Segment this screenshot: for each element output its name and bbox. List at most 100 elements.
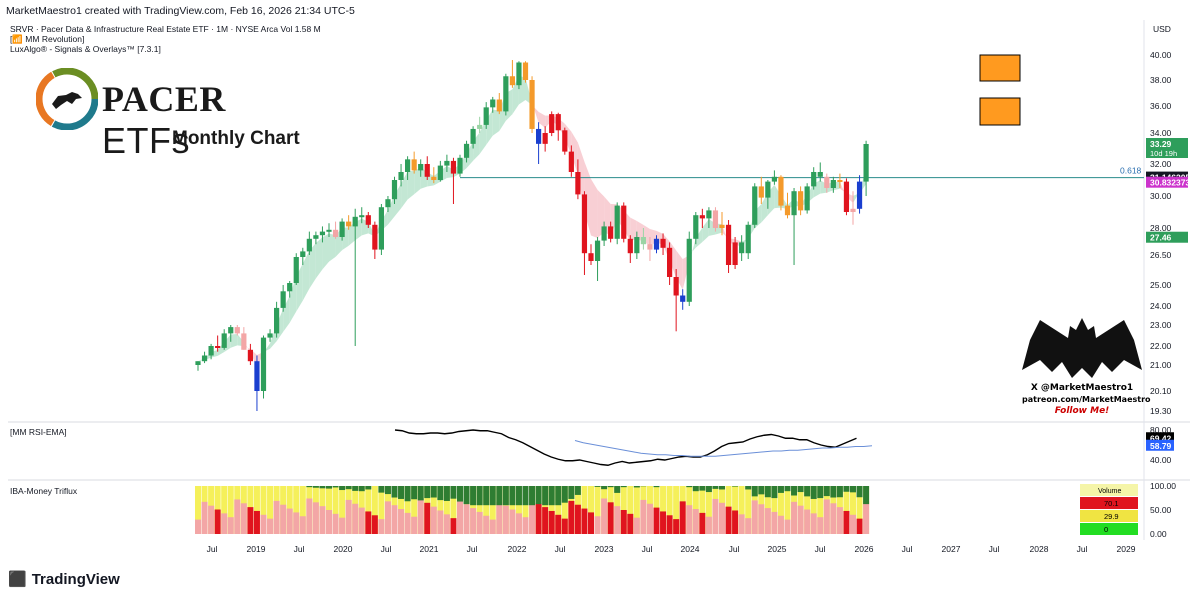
- candle-body: [837, 180, 843, 182]
- candle-body: [391, 180, 398, 200]
- triflux-red: [470, 508, 477, 534]
- triflux-green: [804, 486, 811, 497]
- triflux-tick: 50.00: [1150, 505, 1172, 515]
- time-tick: 2023: [595, 544, 614, 554]
- triflux-yellow: [561, 486, 568, 534]
- triflux-red: [542, 507, 549, 534]
- candle: [817, 162, 823, 182]
- triflux-green: [791, 486, 798, 496]
- candle-body: [673, 277, 679, 296]
- candle: [346, 215, 352, 230]
- triflux-yellow: [810, 486, 817, 534]
- ribbon-segment: [322, 233, 329, 270]
- candle: [653, 235, 660, 254]
- ribbon-segment: [283, 295, 290, 332]
- time-tick: Jul: [642, 544, 653, 554]
- triflux-red: [614, 506, 621, 534]
- ribbon-segment: [636, 220, 644, 242]
- triflux-red: [443, 514, 450, 534]
- candle-body: [516, 62, 522, 86]
- triflux-red: [660, 511, 667, 534]
- time-tick: 2026: [855, 544, 874, 554]
- triflux-red: [201, 501, 208, 534]
- candle: [260, 335, 267, 399]
- triflux-green: [823, 486, 830, 497]
- candle-body: [254, 361, 260, 391]
- candle-body: [575, 172, 581, 195]
- triflux-legend-cell: [1080, 510, 1138, 522]
- tradingview-logo[interactable]: ⬛ TradingView: [8, 571, 120, 588]
- pacer-logo: PACER ETFs: [36, 68, 308, 161]
- candle-body: [536, 128, 542, 144]
- candle-body: [634, 237, 640, 254]
- candle: [673, 269, 679, 332]
- triflux-red: [391, 505, 398, 534]
- rsi-pane-label[interactable]: [MM RSI-EMA]: [10, 427, 67, 437]
- candle-body: [758, 186, 764, 198]
- candle-body: [791, 191, 797, 216]
- triflux-yellow: [850, 486, 856, 534]
- candle: [542, 126, 548, 152]
- triflux-red: [601, 498, 608, 534]
- candle-body: [477, 124, 483, 129]
- ribbon-segment: [230, 333, 238, 348]
- candle: [752, 183, 758, 228]
- triflux-red: [240, 503, 247, 534]
- triflux-red: [378, 519, 385, 534]
- candle-body: [195, 361, 201, 365]
- triflux-red: [496, 501, 503, 534]
- triflux-red: [450, 518, 457, 534]
- triflux-green: [653, 486, 660, 488]
- candle-body: [562, 130, 568, 152]
- candle: [509, 60, 515, 88]
- triflux-red: [208, 505, 215, 534]
- candle-body: [725, 224, 732, 265]
- triflux-red: [804, 509, 811, 534]
- triflux-green: [830, 486, 837, 498]
- candle: [594, 237, 601, 281]
- triflux-yellow: [371, 486, 378, 534]
- triflux-red: [673, 519, 680, 534]
- triflux-tick: 0.00: [1150, 529, 1167, 539]
- candle: [614, 202, 620, 245]
- triflux-yellow: [548, 486, 555, 534]
- price-badge-value: 27.46: [1150, 233, 1172, 243]
- triflux-red: [686, 505, 693, 534]
- candle: [300, 247, 306, 265]
- candle-body: [680, 295, 686, 302]
- candle: [843, 178, 850, 216]
- triflux-red: [515, 513, 522, 534]
- triflux-yellow: [404, 486, 411, 534]
- triflux-green: [863, 486, 870, 505]
- price-tick: 25.00: [1150, 280, 1172, 290]
- triflux-yellow: [221, 486, 228, 534]
- triflux-red: [260, 514, 267, 534]
- triflux-red: [384, 501, 391, 534]
- triflux-legend-value: 70.1: [1104, 499, 1119, 508]
- candle-body: [221, 333, 227, 348]
- candle: [274, 301, 280, 338]
- triflux-yellow: [195, 486, 201, 534]
- triflux-green: [843, 486, 850, 492]
- candle: [437, 160, 443, 182]
- time-tick: 2028: [1030, 544, 1049, 554]
- triflux-pane: 100.00 50.00 0.00 Volume 70.1 29.9 0: [195, 481, 1176, 539]
- indicator-mm-revolution[interactable]: [📶 MM Revolution]: [10, 34, 85, 44]
- indicator-luxalgo[interactable]: LuxAlgo® - Signals & Overlays™ [7.3.1]: [10, 44, 161, 54]
- triflux-red: [797, 505, 804, 534]
- rsi-tick: 40.00: [1150, 455, 1172, 465]
- triflux-pane-label[interactable]: IBA-Money Triflux: [10, 486, 78, 496]
- triflux-red: [588, 512, 594, 534]
- triflux-tick: 100.00: [1150, 481, 1176, 491]
- triflux-red: [607, 502, 614, 534]
- symbol-title[interactable]: SRVR · Pacer Data & Infrastructure Real …: [10, 24, 321, 34]
- triflux-yellow: [476, 486, 483, 534]
- candle-body: [778, 176, 784, 206]
- triflux-green: [817, 486, 824, 499]
- candle: [215, 335, 221, 352]
- triflux-red: [529, 499, 536, 534]
- candle-body: [660, 238, 666, 248]
- triflux-red: [594, 516, 601, 534]
- candle-body: [287, 283, 293, 292]
